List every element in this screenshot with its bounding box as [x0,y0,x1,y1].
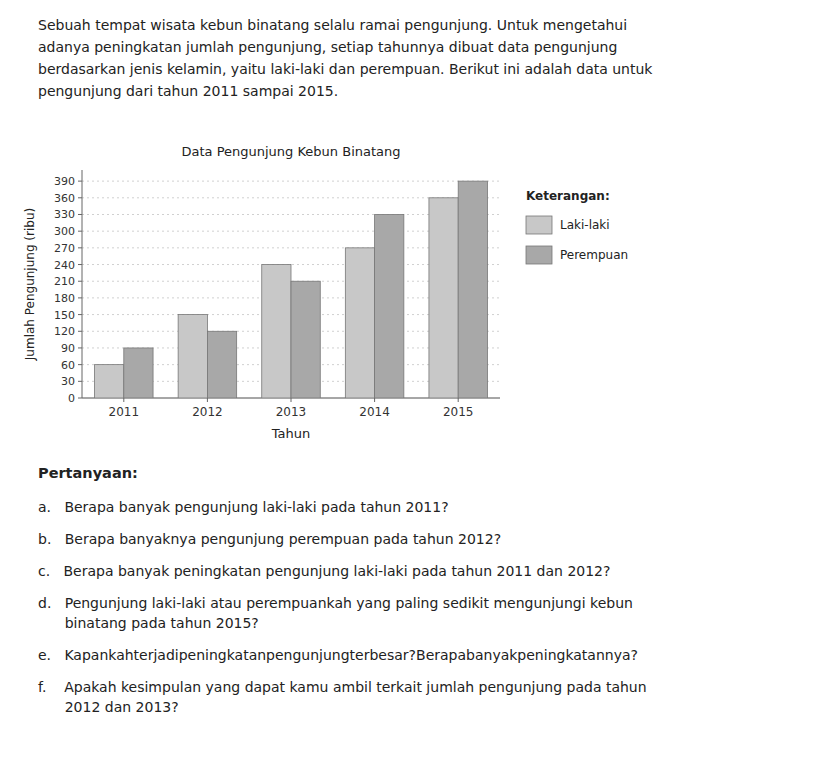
legend-swatch [526,216,552,234]
y-tick-label: 360 [54,192,75,205]
chart-title: Data Pengunjung Kebun Binatang [181,144,400,159]
y-tick [78,214,82,215]
y-tick [78,231,82,232]
question-line: a. Berapa banyak pengunjung laki-laki pa… [38,499,449,515]
bars [95,181,488,398]
x-tick [123,398,124,402]
y-tick-label: 300 [54,225,75,238]
question-line: b. Berapa banyaknya pengunjung perempuan… [38,531,501,547]
y-tick-label: 120 [54,325,75,338]
intro-line: adanya peningkatan jumlah pengunjung, se… [38,39,617,55]
x-tick [374,398,375,402]
question-line: c. Berapa banyak peningkatan pengunjung … [38,563,610,579]
x-tick-label: 2015 [443,405,474,419]
legend-swatch [526,246,552,264]
bar [124,348,153,398]
question-line: binatang pada tahun 2015? [38,615,259,631]
x-tick-label: 2011 [109,405,140,419]
y-axis-label: Jumlah Pengunjung (ribu) [23,208,37,361]
bar [458,181,487,398]
bar [291,281,320,398]
x-axis-label: Tahun [271,426,310,441]
intro-line: pengunjung dari tahun 2011 sampai 2015. [38,83,338,99]
x-tick-label: 2013 [276,405,307,419]
x-tick-label: 2012 [192,405,223,419]
legend-label: Laki-laki [560,218,610,232]
y-tick-label: 390 [54,175,75,188]
y-tick [78,197,82,198]
legend: Keterangan: Laki-laki Perempuan [526,189,628,264]
x-tick-label: 2014 [359,405,390,419]
intro-line: Sebuah tempat wisata kebun binatang sela… [38,17,627,33]
bar [429,198,458,398]
y-tick-label: 210 [54,275,75,288]
y-tick-label: 330 [54,208,75,221]
y-tick-label: 30 [61,375,75,388]
x-tick [207,398,208,402]
y-axis-line [82,170,83,398]
bar [95,365,124,398]
question-line: e. Kapankahterjadipeningkatanpengunjungt… [38,647,638,663]
bar [178,315,207,398]
grid-line [82,181,500,182]
y-tick-label: 150 [54,309,75,322]
y-tick [78,364,82,365]
questions-title: Pertanyaan: [38,465,138,481]
y-tick [78,331,82,332]
bar [207,331,236,398]
bar [345,248,374,398]
y-tick [78,281,82,282]
bar [375,214,404,398]
y-tick [78,297,82,298]
x-tick [458,398,459,402]
y-tick [78,264,82,265]
figure: Sebuah tempat wisata kebun binatang sela… [0,0,839,774]
y-tick-label: 90 [61,342,75,355]
question-line: f. Apakah kesimpulan yang dapat kamu amb… [38,679,647,695]
page: Sebuah tempat wisata kebun binatang sela… [0,0,839,774]
x-tick [291,398,292,402]
y-tick [78,347,82,348]
legend-title: Keterangan: [526,189,610,203]
bar [262,265,291,398]
y-tick-label: 60 [61,359,75,372]
y-tick [78,247,82,248]
question-line: d. Pengunjung laki-laki atau perempuanka… [38,595,633,611]
y-axis: 0 30 60 90 120 150 180 210 240 270 300 330 360 390 [54,170,500,405]
y-tick [78,398,82,399]
intro-line: berdasarkan jenis kelamin, yaitu laki-la… [38,61,653,77]
legend-label: Perempuan [560,248,628,262]
question-line: 2012 dan 2013? [38,699,179,715]
y-tick-label: 240 [54,259,75,272]
y-tick-label: 0 [68,392,75,405]
y-tick [78,381,82,382]
y-tick-label: 270 [54,242,75,255]
y-tick-label: 180 [54,292,75,305]
y-tick [78,181,82,182]
y-tick [78,314,82,315]
